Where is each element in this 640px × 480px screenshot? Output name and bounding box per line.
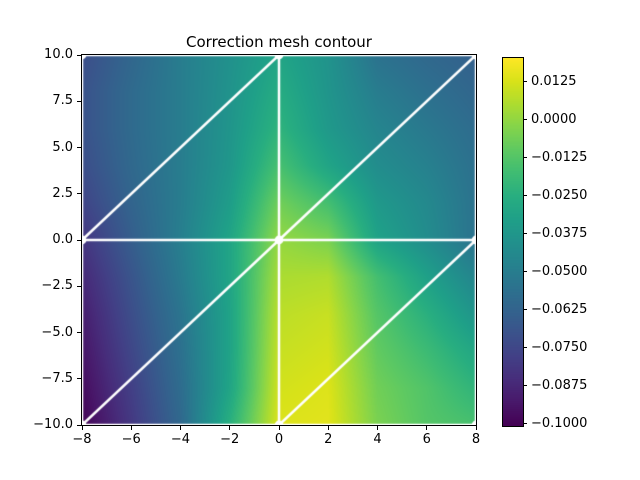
x-tick-mark — [278, 426, 280, 430]
x-tick-label: 8 — [471, 432, 481, 447]
colorbar-tick-label: −0.0625 — [531, 301, 588, 317]
x-tick-label: 4 — [373, 432, 382, 447]
colorbar-tick-label: 0.0000 — [531, 111, 577, 127]
heatmap-canvas — [82, 55, 476, 425]
y-tick-label: −5.0 — [41, 324, 73, 340]
colorbar-tick-mark — [523, 157, 527, 159]
colorbar-tick-mark — [523, 81, 527, 83]
y-tick-mark — [77, 285, 81, 287]
colorbar-tick-mark — [523, 385, 527, 387]
plot-area — [81, 54, 477, 426]
colorbar-tick-mark — [523, 119, 527, 121]
y-tick-label: 2.5 — [52, 185, 73, 201]
y-tick-label: 0.0 — [52, 232, 73, 247]
colorbar-tick-mark — [523, 309, 527, 311]
colorbar-tick-label: −0.0750 — [531, 339, 588, 355]
x-tick-label: −6 — [121, 432, 141, 447]
colorbar-tick-mark — [523, 423, 527, 425]
y-tick-label: 10.0 — [44, 47, 73, 62]
colorbar-tick-label: −0.0875 — [531, 377, 588, 393]
x-tick-mark — [81, 426, 83, 430]
y-tick-mark — [77, 424, 81, 426]
y-tick-mark — [77, 332, 81, 333]
y-tick-mark — [77, 100, 81, 102]
colorbar-tick-label: −0.0375 — [531, 225, 588, 241]
x-tick-label: −4 — [170, 432, 191, 447]
y-tick-mark — [77, 147, 81, 148]
colorbar-tick-mark — [523, 271, 527, 273]
colorbar-tick-mark — [523, 195, 527, 197]
colorbar-canvas — [503, 58, 523, 426]
x-tick-label: −8 — [72, 432, 92, 447]
colorbar-tick-label: −0.0250 — [531, 187, 588, 203]
colorbar-tick-mark — [523, 233, 527, 235]
x-tick-mark — [475, 426, 477, 430]
y-tick-mark — [77, 193, 81, 195]
colorbar-tick-label: −0.0500 — [531, 263, 588, 279]
x-tick-mark — [180, 426, 181, 430]
y-tick-mark — [77, 54, 81, 56]
colorbar-tick-label: 0.0125 — [531, 73, 577, 89]
colorbar-tick-mark — [523, 347, 527, 349]
x-tick-mark — [130, 426, 132, 430]
colorbar-tick-label: −0.1000 — [531, 415, 588, 431]
y-tick-label: 5.0 — [52, 139, 73, 155]
y-tick-mark — [77, 239, 81, 241]
y-tick-label: −2.5 — [41, 278, 73, 294]
x-tick-mark — [377, 426, 378, 430]
y-tick-mark — [77, 378, 81, 380]
x-tick-mark — [327, 426, 329, 430]
y-tick-label: −7.5 — [41, 370, 73, 386]
colorbar — [502, 57, 524, 427]
x-tick-label: 0 — [274, 432, 284, 447]
y-tick-label: −10.0 — [33, 417, 73, 432]
x-tick-mark — [229, 426, 231, 430]
chart-title: Correction mesh contour — [186, 33, 372, 51]
x-tick-label: 2 — [324, 432, 333, 447]
x-tick-mark — [426, 426, 428, 430]
colorbar-tick-label: −0.0125 — [531, 149, 588, 165]
y-tick-label: 7.5 — [52, 93, 73, 109]
x-tick-label: 6 — [422, 432, 431, 447]
x-tick-label: −2 — [220, 432, 240, 447]
